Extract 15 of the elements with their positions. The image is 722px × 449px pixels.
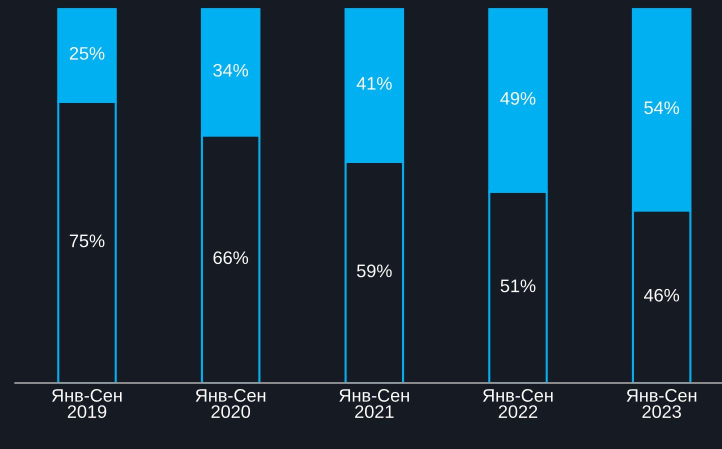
data-label: 46% — [644, 288, 680, 302]
x-tick-label: Янв-Сен 2021 — [339, 389, 409, 418]
x-tick-label: Янв-Сен 2019 — [52, 389, 122, 418]
data-label: 49% — [500, 92, 536, 105]
data-label: 34% — [213, 64, 248, 77]
data-label: 41% — [356, 77, 392, 90]
data-label: 51% — [500, 280, 536, 292]
data-label: 75% — [70, 234, 104, 248]
x-tick-label: Янв-Сен 2020 — [196, 389, 266, 418]
data-label: 54% — [644, 101, 680, 114]
data-label: 59% — [356, 264, 392, 278]
x-tick-label: Янв-Сен 2023 — [626, 389, 696, 418]
data-label: 25% — [70, 47, 104, 60]
data-label: 66% — [214, 251, 248, 264]
x-tick-label: Янв-Сен 2022 — [483, 389, 553, 418]
